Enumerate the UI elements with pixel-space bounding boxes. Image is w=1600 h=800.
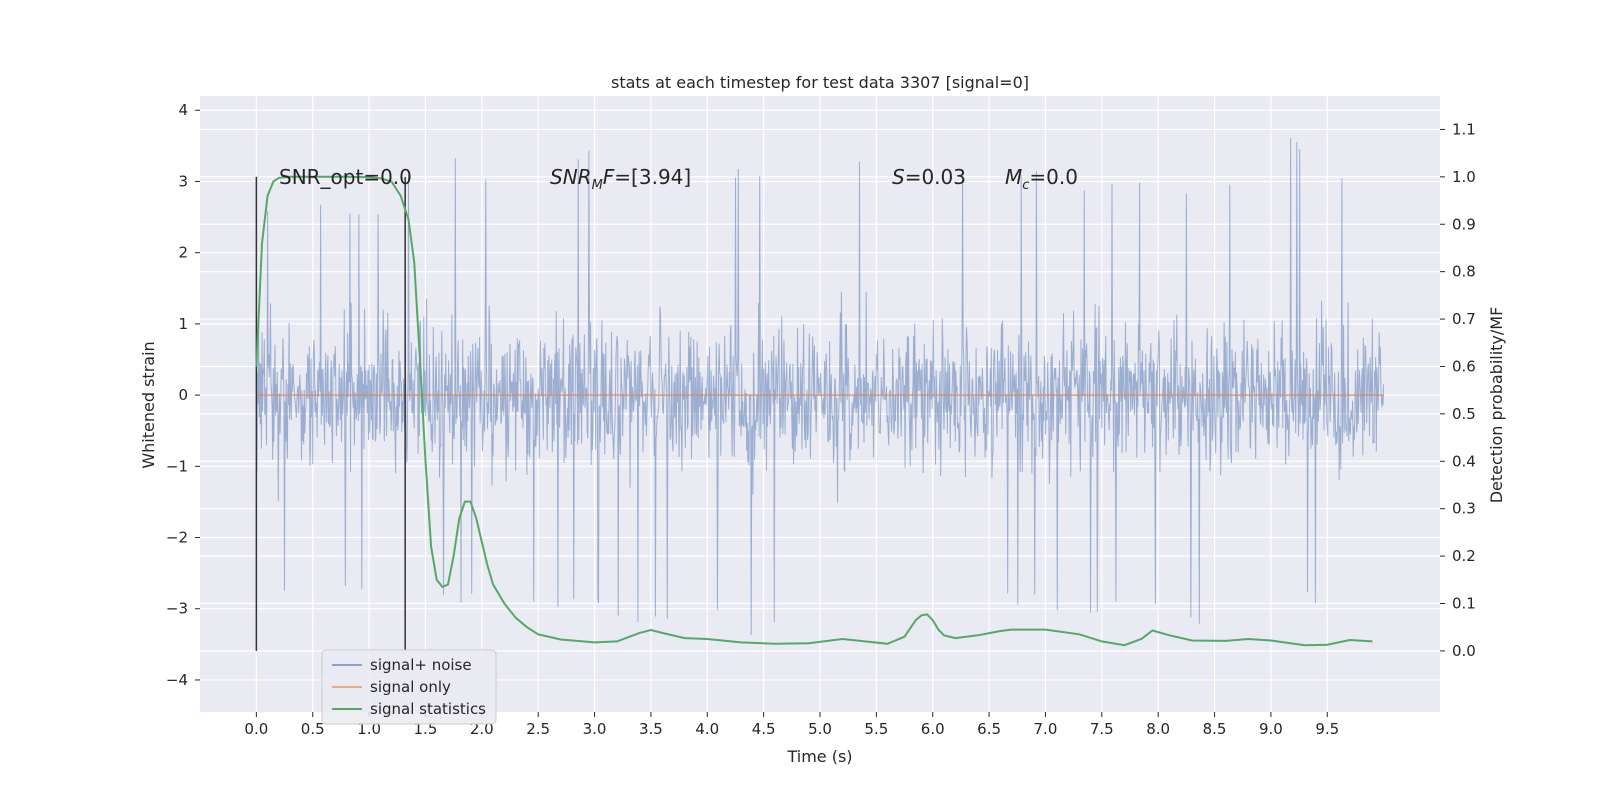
legend-label-signal-only: signal only <box>370 678 451 696</box>
y2-tick-label: 0.7 <box>1452 310 1476 328</box>
x-tick-label: 8.0 <box>1146 720 1170 738</box>
y-tick-label: 0 <box>178 386 188 404</box>
legend-label-signal-noise: signal+ noise <box>370 656 472 674</box>
x-tick-label: 9.0 <box>1259 720 1283 738</box>
annotation-mc: Mc=0.0 <box>1005 165 1078 193</box>
x-tick-label: 6.5 <box>977 720 1001 738</box>
y-tick-label: 1 <box>178 315 188 333</box>
x-tick-label: 4.5 <box>752 720 776 738</box>
x-tick-label: 3.5 <box>639 720 663 738</box>
y-tick-label: −4 <box>166 671 188 689</box>
chart-title: stats at each timestep for test data 330… <box>611 73 1029 92</box>
y-tick-label: 3 <box>178 172 188 190</box>
x-axis-label: Time (s) <box>786 747 852 766</box>
y-axis-ticks: 4 3 2 1 0 −1 −2 −3 −4 <box>166 101 200 689</box>
y2-tick-label: 0.6 <box>1452 357 1476 375</box>
signal-statistics-series <box>255 175 1373 647</box>
y2-tick-label: 0.3 <box>1452 500 1476 518</box>
signal-statistics-line <box>255 175 1373 647</box>
y2-tick-label: 0.0 <box>1452 642 1476 660</box>
y2-tick-label: 1.1 <box>1452 120 1476 138</box>
x-tick-label: 7.0 <box>1034 720 1058 738</box>
x-tick-label: 9.5 <box>1315 720 1339 738</box>
annotation-s-value: =0.03 <box>905 165 966 189</box>
x-axis-ticks: 0.0 0.5 1.0 1.5 2.0 2.5 3.0 3.5 4.0 4.5 5.0 5.5 6.0 6… <box>244 712 1339 738</box>
x-tick-label: 7.5 <box>1090 720 1114 738</box>
x-tick-label: 0.0 <box>244 720 268 738</box>
x-tick-label: 8.5 <box>1203 720 1227 738</box>
y-tick-label: −2 <box>166 529 188 547</box>
y-tick-label: −1 <box>166 457 188 475</box>
annotation-mc-subscript: c <box>1022 178 1029 193</box>
x-tick-label: 3.0 <box>583 720 607 738</box>
annotation-snr-mf-subscript: M <box>592 178 603 193</box>
y-tick-label: −3 <box>166 600 188 618</box>
y-axis-label: Whitened strain <box>139 341 158 468</box>
y2-tick-label: 1.0 <box>1452 168 1476 186</box>
y2-tick-label: 0.1 <box>1452 594 1476 612</box>
x-tick-label: 2.5 <box>526 720 550 738</box>
annotation-mc-symbol: M <box>1005 165 1022 189</box>
x-tick-label: 4.0 <box>695 720 719 738</box>
y2-axis-label: Detection probability/MF <box>1487 307 1506 504</box>
legend-label-signal-statistics: signal statistics <box>370 700 486 718</box>
y2-axis-ticks: 1.1 1.0 0.9 0.8 0.7 0.6 0.5 0.4 0.3 0.2 0.1 0.0 <box>1440 120 1476 660</box>
annotation-mc-value: =0.0 <box>1029 165 1078 189</box>
y-tick-label: 4 <box>178 101 188 119</box>
x-tick-label: 5.0 <box>808 720 832 738</box>
y-tick-label: 2 <box>178 244 188 262</box>
annotation-s-symbol: S <box>892 165 905 189</box>
annotation-snr-mf-symbol: SNR <box>550 165 592 189</box>
legend: signal+ noise signal only signal statist… <box>321 649 497 725</box>
y2-tick-label: 0.5 <box>1452 405 1476 423</box>
y2-tick-label: 0.8 <box>1452 263 1476 281</box>
annotation-snr-mf: SNRMF=[3.94] <box>550 165 691 193</box>
annotation-snr-mf-value: =[3.94] <box>614 165 691 189</box>
x-tick-label: 0.5 <box>301 720 325 738</box>
legend-box <box>321 649 497 725</box>
x-tick-label: 6.0 <box>921 720 945 738</box>
annotation-s: S=0.03 <box>892 165 966 189</box>
annotation-snr-mf-suffix: F <box>603 165 615 189</box>
vertical-markers <box>255 176 406 651</box>
annotation-snr-opt: SNR_opt=0.0 <box>279 165 412 189</box>
y2-tick-label: 0.2 <box>1452 547 1476 565</box>
y2-tick-label: 0.9 <box>1452 215 1476 233</box>
x-tick-label: 5.5 <box>864 720 888 738</box>
y2-tick-label: 0.4 <box>1452 452 1476 470</box>
